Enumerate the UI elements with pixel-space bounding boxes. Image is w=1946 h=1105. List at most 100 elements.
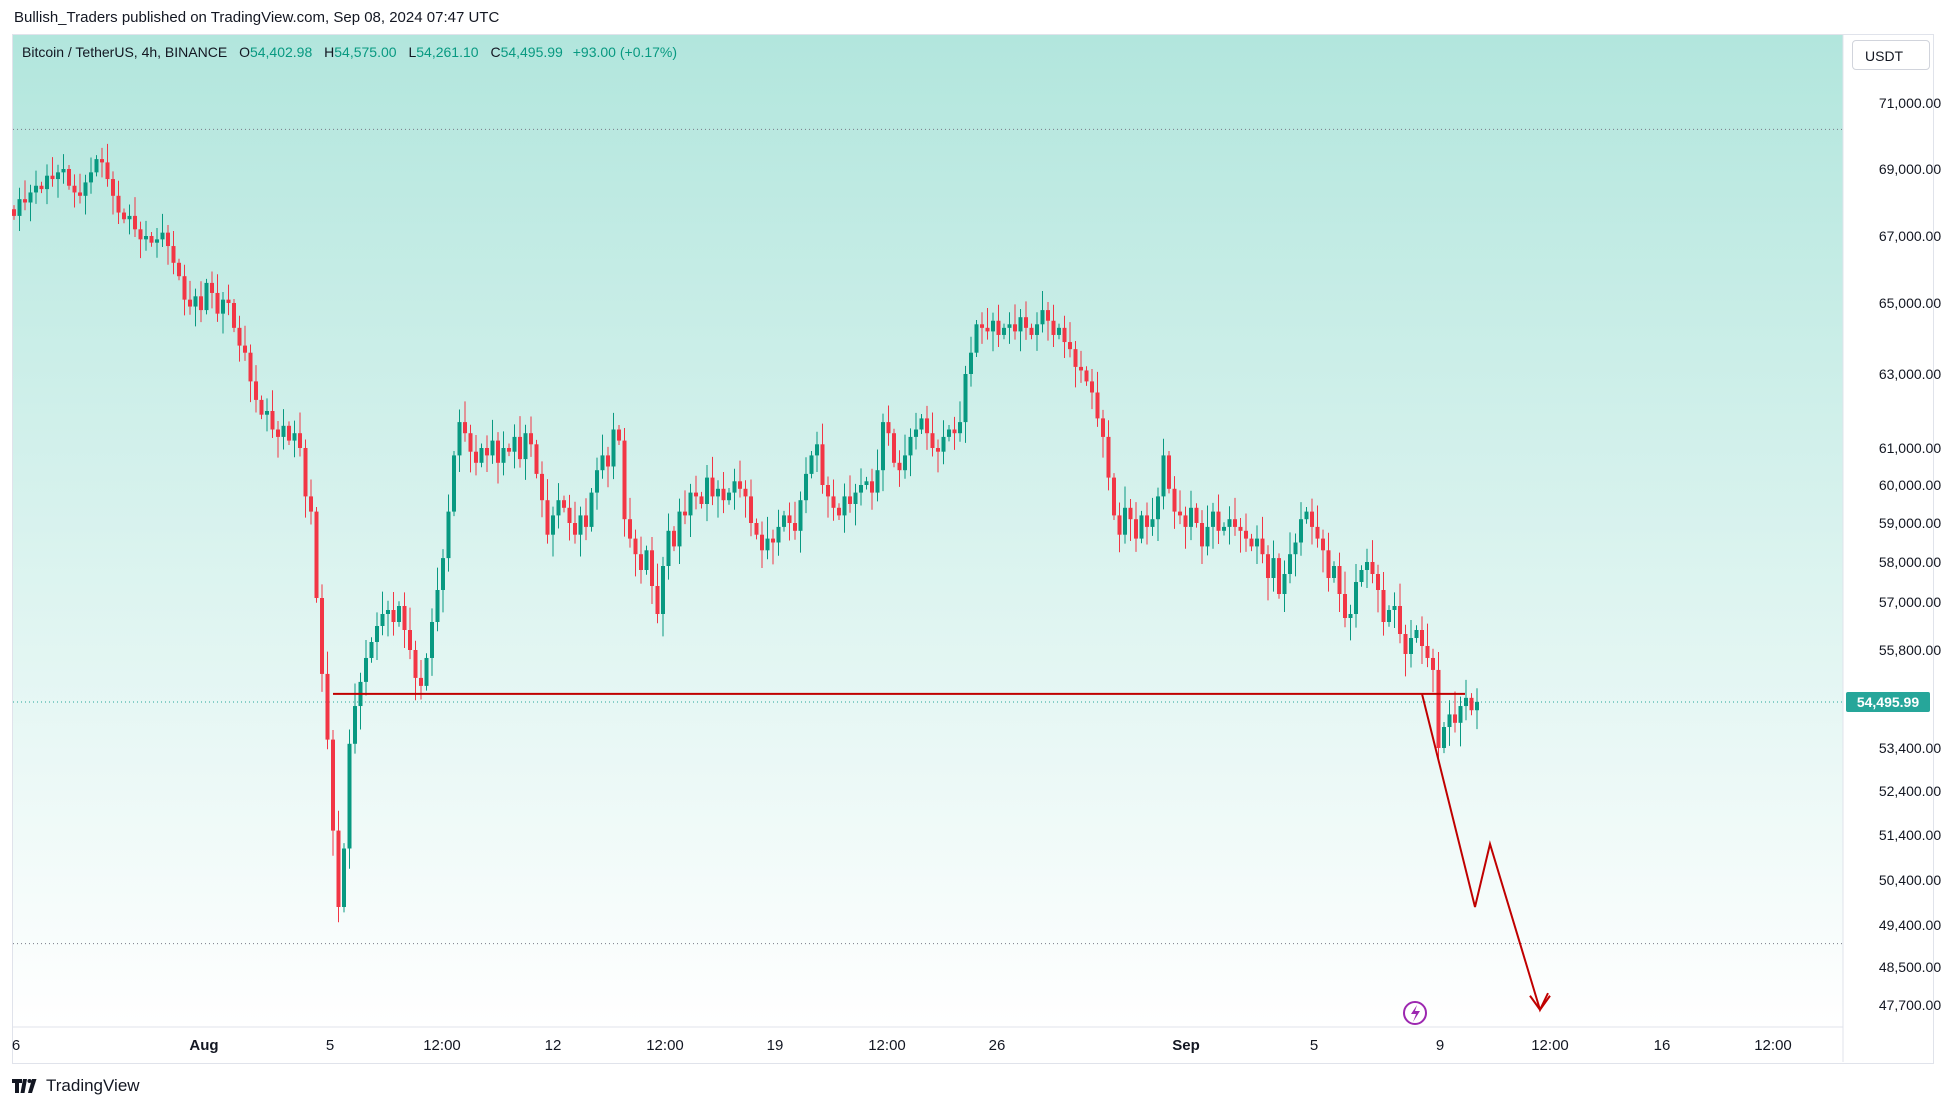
- candle-body: [556, 500, 561, 516]
- candle-body: [1106, 436, 1111, 478]
- candle-body: [270, 411, 275, 430]
- candle-body: [639, 554, 643, 570]
- candle-body: [826, 485, 830, 497]
- candle-body: [1222, 526, 1226, 531]
- candle-body: [215, 292, 220, 314]
- candle-body: [1216, 511, 1221, 531]
- candle-body: [1013, 324, 1017, 332]
- candle-body: [765, 538, 770, 551]
- candle-body: [259, 399, 264, 415]
- candle-body: [688, 492, 693, 516]
- candle-body: [1409, 638, 1413, 654]
- time-tick-label: 12:00: [1754, 1037, 1792, 1054]
- close-value: 54,495.99: [500, 44, 563, 60]
- candle-body: [303, 448, 308, 497]
- chart-frame: [12, 34, 1934, 1064]
- candle-body: [1123, 507, 1127, 535]
- candle-body: [650, 550, 654, 586]
- candle-body: [529, 433, 533, 445]
- candle-body: [397, 606, 401, 622]
- published-by-header: Bullish_Traders published on TradingView…: [0, 0, 1946, 36]
- time-tick-label: 5: [326, 1037, 334, 1054]
- candle-body: [188, 299, 192, 307]
- candle-body: [149, 236, 154, 243]
- candle-body: [1238, 526, 1243, 531]
- candle-body: [116, 195, 121, 213]
- candle-body: [353, 706, 357, 744]
- time-tick-label: 6: [12, 1037, 20, 1054]
- candle-body: [1007, 324, 1012, 328]
- high-label: H: [324, 44, 335, 60]
- candle-body: [386, 610, 390, 614]
- candle-body: [1359, 570, 1364, 582]
- candle-body: [540, 473, 544, 501]
- candle-body: [1420, 630, 1424, 646]
- candle-body: [243, 345, 247, 353]
- candle-body: [1304, 511, 1309, 520]
- candle-body: [1244, 530, 1248, 539]
- candle-body: [1431, 657, 1435, 670]
- candle-body: [952, 429, 957, 434]
- candle-body: [1260, 538, 1265, 555]
- candle-body: [842, 496, 847, 516]
- candle-body: [281, 425, 286, 437]
- candle-body: [1425, 646, 1430, 658]
- candle-body: [589, 492, 594, 527]
- symbol-title[interactable]: Bitcoin / TetherUS, 4h, BINANCE: [22, 44, 228, 60]
- candle-body: [743, 488, 748, 497]
- time-tick-label: 12:00: [1531, 1037, 1569, 1054]
- candle-body: [1139, 515, 1144, 539]
- candle-body: [545, 500, 550, 535]
- price-tick-label: 59,000.00: [1879, 515, 1941, 531]
- candle-body: [1458, 706, 1463, 723]
- candle-body: [677, 511, 682, 547]
- candle-body: [578, 515, 583, 535]
- candle-body: [694, 492, 698, 497]
- candle-body: [408, 630, 412, 650]
- candle-body: [1035, 324, 1039, 335]
- close-label: C: [490, 44, 501, 60]
- candle-body: [166, 232, 170, 247]
- candle-body: [809, 455, 814, 474]
- candle-body: [1233, 519, 1237, 527]
- candle-body: [936, 448, 940, 452]
- tradingview-footer[interactable]: TradingView: [12, 1076, 140, 1096]
- time-tick-label: 12: [545, 1037, 562, 1054]
- candle-body: [1271, 558, 1276, 578]
- candle-body: [248, 352, 253, 382]
- candle-body: [1255, 538, 1259, 547]
- price-tick-label: 57,000.00: [1879, 594, 1941, 610]
- candle-body: [562, 500, 566, 508]
- candle-body: [820, 444, 825, 485]
- candle-body: [1117, 515, 1122, 535]
- time-tick-label: 12:00: [646, 1037, 684, 1054]
- candle-body: [94, 159, 99, 173]
- candle-body: [1343, 594, 1347, 618]
- candle-body: [727, 492, 731, 501]
- chart-background: [13, 35, 1843, 1027]
- candle-body: [1227, 519, 1232, 527]
- candle-body: [793, 523, 797, 531]
- candle-body: [947, 429, 951, 437]
- candle-body: [160, 232, 165, 240]
- candle-body: [28, 192, 33, 203]
- time-tick-label: 26: [989, 1037, 1006, 1054]
- candle-body: [446, 511, 451, 559]
- time-tick-label: 19: [767, 1037, 784, 1054]
- candle-body: [496, 440, 500, 463]
- price-tick-label: 65,000.00: [1879, 295, 1941, 311]
- candle-body: [127, 215, 132, 220]
- candle-body: [61, 169, 66, 173]
- currency-button[interactable]: USDT: [1852, 40, 1930, 70]
- candle-body: [1057, 327, 1061, 335]
- candle-body: [1354, 582, 1358, 614]
- candle-body: [732, 481, 737, 493]
- last-price-label: 54,495.99: [1857, 694, 1919, 710]
- candle-body: [501, 448, 506, 463]
- candle-body: [1112, 477, 1116, 516]
- candle-body: [1288, 554, 1292, 574]
- time-tick-label: 12:00: [868, 1037, 906, 1054]
- candle-body: [611, 429, 616, 467]
- candle-body: [980, 324, 984, 328]
